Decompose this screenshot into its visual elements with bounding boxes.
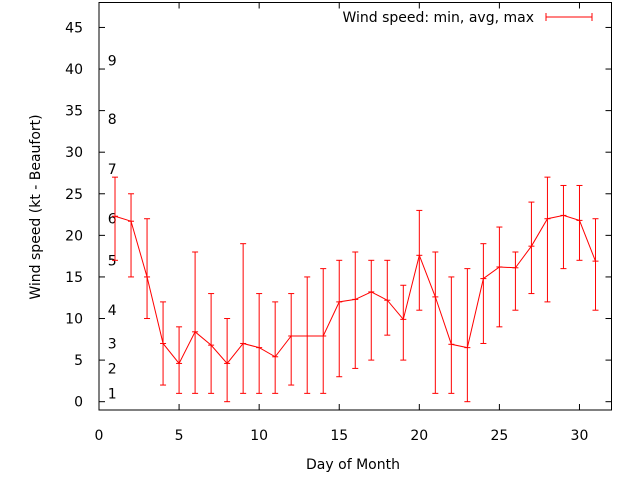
beaufort-label: 7 xyxy=(108,162,117,178)
beaufort-label: 5 xyxy=(108,253,117,269)
y-tick-label: 45 xyxy=(65,20,83,36)
y-tick-label: 5 xyxy=(74,353,83,369)
plot-frame xyxy=(98,2,612,411)
y-tick-label: 25 xyxy=(65,187,83,203)
legend-label: Wind speed: min, avg, max xyxy=(342,10,534,26)
x-tick-label: 0 xyxy=(95,428,104,444)
beaufort-label: 4 xyxy=(108,303,117,319)
beaufort-label: 1 xyxy=(108,386,117,402)
beaufort-label: 9 xyxy=(108,54,117,70)
legend: Wind speed: min, avg, max xyxy=(342,10,593,26)
x-tick-label: 15 xyxy=(330,428,348,444)
series-line-wind-avg xyxy=(114,214,596,365)
beaufort-label: 8 xyxy=(108,112,117,128)
beaufort-label: 6 xyxy=(108,212,117,228)
y-tick-label: 20 xyxy=(65,228,83,244)
x-axis: 0 5 10 15 20 25 30 xyxy=(95,2,589,444)
y-tick-label: 10 xyxy=(65,312,83,328)
beaufort-label: 3 xyxy=(108,336,117,352)
y-tick-label: 40 xyxy=(65,62,83,78)
x-tick-label: 20 xyxy=(410,428,428,444)
beaufort-label: 2 xyxy=(108,361,117,377)
x-axis-title: Day of Month xyxy=(306,457,400,473)
beaufort-scale-labels: 1 2 3 4 5 6 7 8 9 xyxy=(108,54,117,403)
y-tick-label: 30 xyxy=(65,145,83,161)
y-axis-title: Wind speed (kt - Beaufort) xyxy=(28,114,44,299)
x-tick-label: 10 xyxy=(250,428,268,444)
x-tick-label: 30 xyxy=(571,428,589,444)
y-tick-label: 15 xyxy=(65,270,83,286)
x-tick-label: 5 xyxy=(175,428,184,444)
y-tick-label: 35 xyxy=(65,104,83,120)
y-tick-label: 0 xyxy=(74,395,83,411)
error-bars xyxy=(112,176,599,403)
x-tick-label: 25 xyxy=(490,428,508,444)
